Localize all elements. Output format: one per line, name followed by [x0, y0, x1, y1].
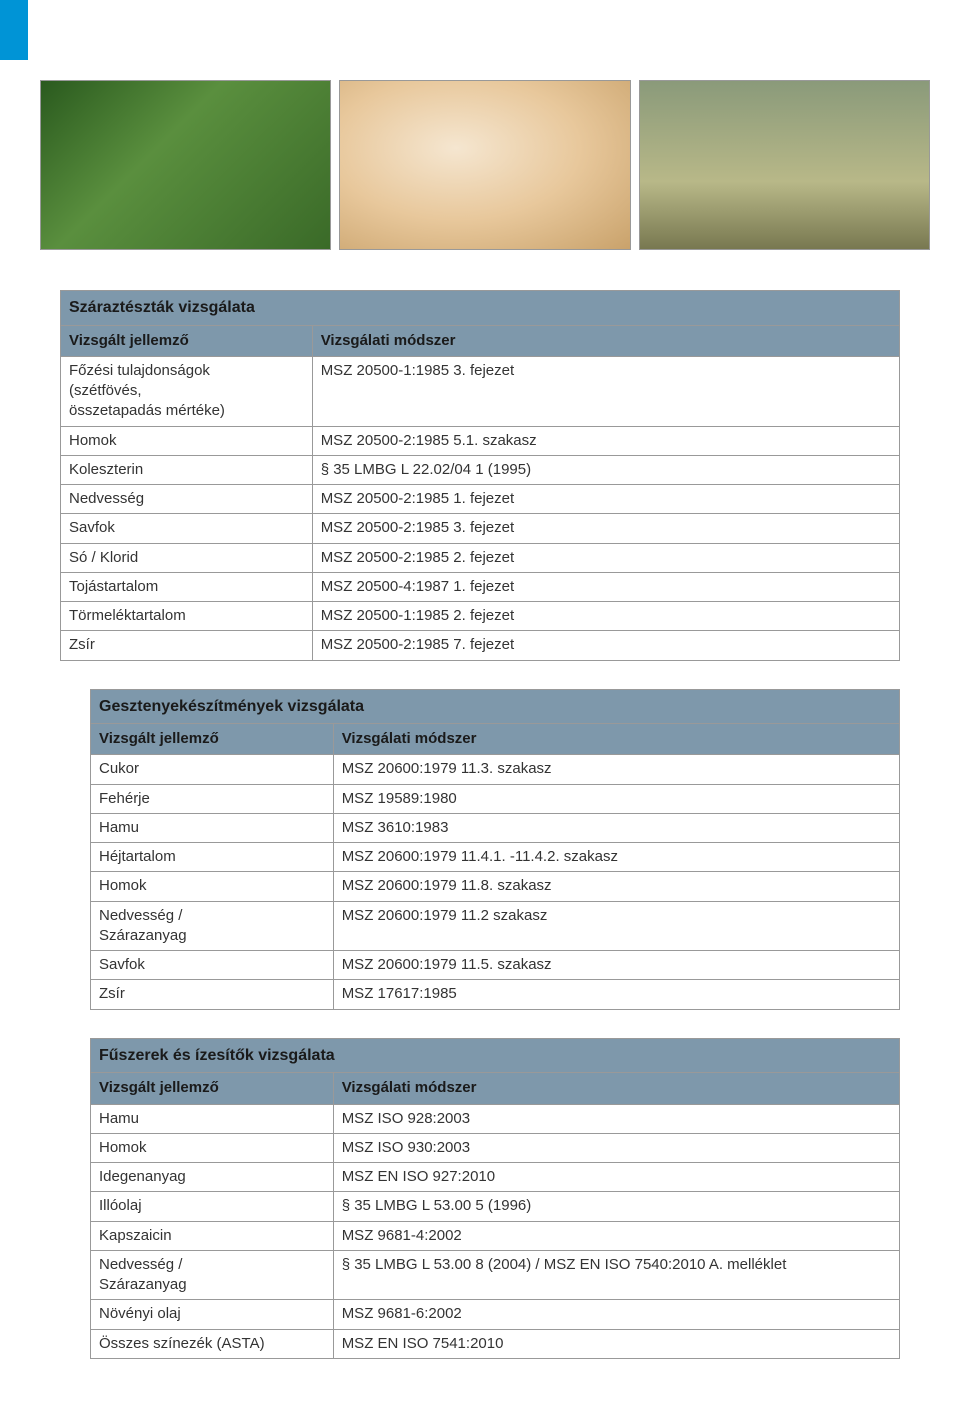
cell: Zsír: [91, 980, 334, 1009]
table-row: TörmeléktartalomMSZ 20500-1:1985 2. feje…: [61, 602, 900, 631]
cell: Tojástartalom: [61, 572, 313, 601]
cell: Savfok: [61, 514, 313, 543]
col-header-right: Vizsgálati módszer: [333, 724, 899, 755]
table-szaraztesztak: Száraztészták vizsgálata Vizsgált jellem…: [60, 290, 900, 661]
cell: MSZ 9681-6:2002: [333, 1300, 899, 1329]
table-row: Só / KloridMSZ 20500-2:1985 2. fejezet: [61, 543, 900, 572]
cell: Főzési tulajdonságok (szétfövés, összeta…: [61, 356, 313, 426]
cell: MSZ 20500-1:1985 2. fejezet: [312, 602, 899, 631]
table-row: Nedvesség / SzárazanyagMSZ 20600:1979 11…: [91, 901, 900, 951]
cell: MSZ 20500-2:1985 5.1. szakasz: [312, 426, 899, 455]
table-row: ZsírMSZ 20500-2:1985 7. fejezet: [61, 631, 900, 660]
table-row: Főzési tulajdonságok (szétfövés, összeta…: [61, 356, 900, 426]
cell: Idegenanyag: [91, 1163, 334, 1192]
table-row: HomokMSZ ISO 930:2003: [91, 1133, 900, 1162]
col-header-right: Vizsgálati módszer: [333, 1073, 899, 1104]
image-strip: [0, 20, 960, 270]
cell: MSZ 3610:1983: [333, 813, 899, 842]
table-row: NedvességMSZ 20500-2:1985 1. fejezet: [61, 485, 900, 514]
cell: MSZ 20500-2:1985 1. fejezet: [312, 485, 899, 514]
cell: MSZ EN ISO 7541:2010: [333, 1329, 899, 1358]
table-row: HamuMSZ ISO 928:2003: [91, 1104, 900, 1133]
table-fuszerek: Fűszerek és ízesítők vizsgálata Vizsgált…: [90, 1038, 900, 1359]
cell: Homok: [91, 1133, 334, 1162]
cell: MSZ 17617:1985: [333, 980, 899, 1009]
cell: Hamu: [91, 813, 334, 842]
table-row: HéjtartalomMSZ 20600:1979 11.4.1. -11.4.…: [91, 843, 900, 872]
cell: Homok: [91, 872, 334, 901]
table-row: TojástartalomMSZ 20500-4:1987 1. fejezet: [61, 572, 900, 601]
cell: Növényi olaj: [91, 1300, 334, 1329]
cell: Nedvesség / Szárazanyag: [91, 901, 334, 951]
col-header-left: Vizsgált jellemző: [61, 325, 313, 356]
cell: Nedvesség: [61, 485, 313, 514]
table-row: Összes színezék (ASTA)MSZ EN ISO 7541:20…: [91, 1329, 900, 1358]
cell: § 35 LMBG L 22.02/04 1 (1995): [312, 455, 899, 484]
cell: § 35 LMBG L 53.00 8 (2004) / MSZ EN ISO …: [333, 1250, 899, 1300]
cell: § 35 LMBG L 53.00 5 (1996): [333, 1192, 899, 1221]
table-row: HamuMSZ 3610:1983: [91, 813, 900, 842]
col-header-right: Vizsgálati módszer: [312, 325, 899, 356]
table-row: SavfokMSZ 20500-2:1985 3. fejezet: [61, 514, 900, 543]
cell: Illóolaj: [91, 1192, 334, 1221]
plants-photo: [40, 80, 331, 250]
cell: MSZ 20600:1979 11.3. szakasz: [333, 755, 899, 784]
table-row: HomokMSZ 20500-2:1985 5.1. szakasz: [61, 426, 900, 455]
tables-container: Száraztészták vizsgálata Vizsgált jellem…: [0, 270, 960, 1407]
table-row: IdegenanyagMSZ EN ISO 927:2010: [91, 1163, 900, 1192]
table-row: HomokMSZ 20600:1979 11.8. szakasz: [91, 872, 900, 901]
cell: Nedvesség / Szárazanyag: [91, 1250, 334, 1300]
table-row: Illóolaj§ 35 LMBG L 53.00 5 (1996): [91, 1192, 900, 1221]
table-row: FehérjeMSZ 19589:1980: [91, 784, 900, 813]
table-row: Nedvesség / Szárazanyag§ 35 LMBG L 53.00…: [91, 1250, 900, 1300]
cell: MSZ ISO 928:2003: [333, 1104, 899, 1133]
table-row: Növényi olajMSZ 9681-6:2002: [91, 1300, 900, 1329]
cell: Savfok: [91, 951, 334, 980]
cell: MSZ 20500-2:1985 2. fejezet: [312, 543, 899, 572]
page-container: Száraztészták vizsgálata Vizsgált jellem…: [0, 0, 960, 1407]
cell: Só / Klorid: [61, 543, 313, 572]
cell: MSZ 20600:1979 11.4.1. -11.4.2. szakasz: [333, 843, 899, 872]
cell: MSZ 20600:1979 11.2 szakasz: [333, 901, 899, 951]
cell: Kapszaicin: [91, 1221, 334, 1250]
cell: MSZ ISO 930:2003: [333, 1133, 899, 1162]
col-header-left: Vizsgált jellemző: [91, 724, 334, 755]
cell: MSZ 20500-2:1985 3. fejezet: [312, 514, 899, 543]
table-row: Koleszterin§ 35 LMBG L 22.02/04 1 (1995): [61, 455, 900, 484]
table-row: SavfokMSZ 20600:1979 11.5. szakasz: [91, 951, 900, 980]
eggs-photo: [339, 80, 630, 250]
cell: Zsír: [61, 631, 313, 660]
cell: Homok: [61, 426, 313, 455]
col-header-left: Vizsgált jellemző: [91, 1073, 334, 1104]
cell: Hamu: [91, 1104, 334, 1133]
table-row: KapszaicinMSZ 9681-4:2002: [91, 1221, 900, 1250]
cell: MSZ 20500-2:1985 7. fejezet: [312, 631, 899, 660]
table-row: CukorMSZ 20600:1979 11.3. szakasz: [91, 755, 900, 784]
table-title: Fűszerek és ízesítők vizsgálata: [91, 1038, 900, 1073]
cell: Koleszterin: [61, 455, 313, 484]
table-row: ZsírMSZ 17617:1985: [91, 980, 900, 1009]
cell: Fehérje: [91, 784, 334, 813]
cell: MSZ 20500-4:1987 1. fejezet: [312, 572, 899, 601]
cell: MSZ 20500-1:1985 3. fejezet: [312, 356, 899, 426]
cell: Cukor: [91, 755, 334, 784]
cell: MSZ 20600:1979 11.8. szakasz: [333, 872, 899, 901]
cell: Összes színezék (ASTA): [91, 1329, 334, 1358]
table-title: Gesztenyekészítmények vizsgálata: [91, 689, 900, 724]
cell: MSZ 9681-4:2002: [333, 1221, 899, 1250]
factory-photo: [639, 80, 930, 250]
cell: Törmeléktartalom: [61, 602, 313, 631]
cell: Héjtartalom: [91, 843, 334, 872]
cell: MSZ 19589:1980: [333, 784, 899, 813]
table-gesztenye: Gesztenyekészítmények vizsgálata Vizsgál…: [90, 689, 900, 1010]
cell: MSZ 20600:1979 11.5. szakasz: [333, 951, 899, 980]
table-title: Száraztészták vizsgálata: [61, 291, 900, 326]
cell: MSZ EN ISO 927:2010: [333, 1163, 899, 1192]
page-accent-tab: [0, 0, 28, 60]
